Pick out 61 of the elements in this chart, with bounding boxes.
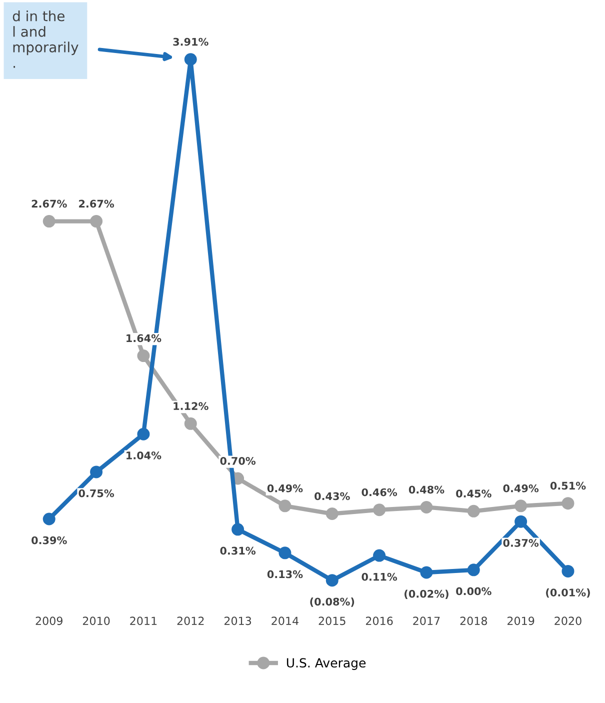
data-label: (0.01%) [546, 588, 590, 598]
x-tick-label: 2010 [82, 616, 110, 626]
data-label: 1.64% [126, 334, 162, 342]
data-label: 0.00% [456, 587, 492, 596]
data-label: 0.13% [267, 570, 303, 578]
x-tick-label: 2017 [413, 616, 440, 626]
data-label: 3.91% [173, 38, 208, 46]
data-label: 0.31% [220, 546, 256, 555]
point [420, 566, 433, 579]
annotation: d in the l and mporarily . [12, 10, 78, 68]
x-tick-label: 2014 [272, 616, 298, 626]
point [326, 574, 338, 587]
x-tick-label: 2015 [318, 616, 346, 626]
data-label: 0.70% [220, 456, 256, 465]
point [420, 500, 433, 514]
x-tick-label: 2020 [554, 616, 582, 626]
data-label: (0.02%) [404, 590, 448, 599]
point [42, 215, 56, 228]
data-label: 2.67% [79, 200, 114, 208]
point [278, 500, 292, 512]
point [137, 350, 150, 362]
data-label: 0.37% [503, 538, 539, 547]
x-tick-label: 2013 [224, 616, 252, 626]
data-label: 0.75% [78, 489, 114, 498]
point [562, 564, 574, 578]
point [232, 523, 244, 536]
data-label: 2.67% [32, 200, 67, 208]
x-tick-label: 2016 [366, 616, 393, 626]
data-label: 0.43% [314, 492, 350, 500]
point [467, 564, 480, 576]
data-label: 0.46% [362, 488, 398, 496]
point [514, 500, 528, 512]
point [373, 549, 386, 562]
x-tick-label: 2011 [130, 616, 157, 626]
point [90, 215, 103, 228]
data-label: 0.39% [32, 536, 67, 544]
x-tick-label: 2019 [507, 616, 534, 626]
point [562, 497, 574, 510]
data-label: 0.51% [550, 482, 586, 490]
data-label: 0.45% [456, 490, 492, 498]
point [184, 53, 197, 66]
point [278, 546, 292, 560]
data-label: (0.08%) [310, 598, 354, 607]
legend-label: U.S. Average [286, 658, 366, 670]
data-label: 0.49% [503, 484, 539, 492]
x-tick-label: 2009 [36, 616, 62, 626]
point [326, 508, 338, 520]
point [467, 504, 480, 518]
point [373, 504, 386, 516]
point [137, 428, 150, 440]
data-label: 1.04% [126, 451, 162, 460]
data-label: 0.11% [362, 572, 398, 581]
x-tick-label: 2012 [177, 616, 204, 626]
data-label: 1.12% [174, 402, 208, 410]
point [42, 512, 56, 526]
data-label: 0.49% [267, 484, 303, 492]
point [90, 466, 103, 478]
data-label: 0.48% [408, 486, 444, 494]
point [514, 515, 528, 528]
point [184, 417, 197, 430]
x-tick-label: 2018 [460, 616, 488, 626]
